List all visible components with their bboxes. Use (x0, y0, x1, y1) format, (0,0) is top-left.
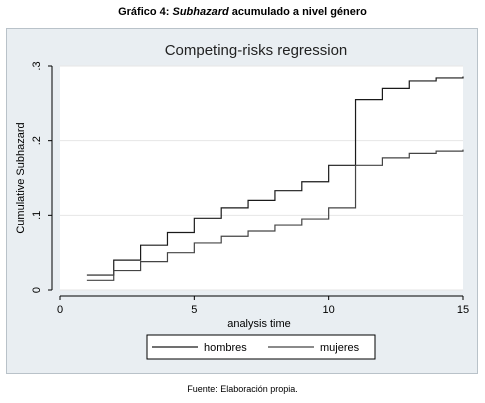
x-tick-label: 0 (57, 304, 63, 316)
source-note: Fuente: Elaboración propia. (187, 384, 298, 394)
caption-emphasis: Subhazard (172, 6, 229, 18)
series-line-hombres (86, 76, 464, 276)
y-tick-label: 0 (31, 287, 43, 293)
y-tick-label: .1 (31, 211, 43, 220)
x-tick-label: 5 (191, 304, 197, 316)
x-axis-label: analysis time (227, 318, 291, 330)
legend-label-hombres: hombres (204, 342, 247, 354)
legend-label-mujeres: mujeres (320, 342, 360, 354)
x-tick-label: 10 (323, 304, 335, 316)
subhazard-chart: Competing-risks regression analysis time… (15, 42, 469, 360)
series-line-mujeres (86, 149, 464, 281)
x-tick-label: 15 (457, 304, 469, 316)
plot-area (60, 66, 463, 290)
y-tick-label: .3 (31, 61, 43, 70)
y-tick-label: .2 (31, 136, 43, 145)
y-axis-label: Cumulative Subhazard (15, 122, 27, 233)
chart-title: Competing-risks regression (165, 42, 348, 59)
caption-prefix: Gráfico 4: (118, 6, 173, 18)
caption-suffix: acumulado a nivel género (228, 6, 367, 18)
figure-caption: Gráfico 4: Subhazard acumulado a nivel g… (0, 6, 485, 18)
